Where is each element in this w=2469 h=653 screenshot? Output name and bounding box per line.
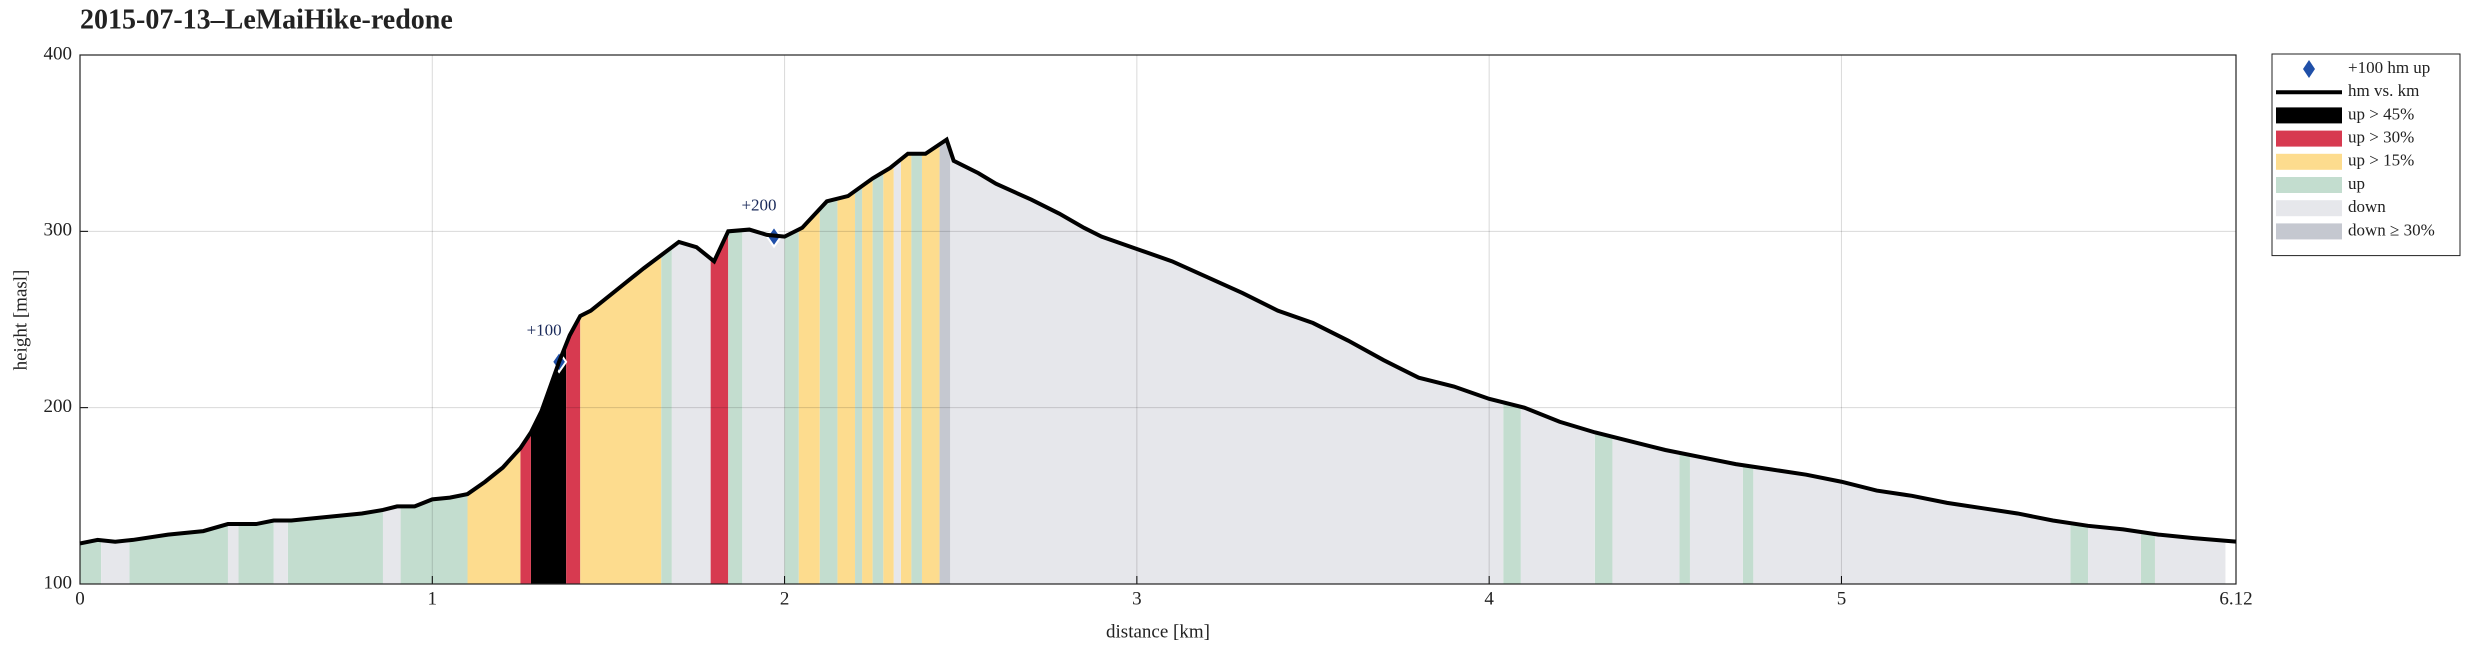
band-segment	[911, 153, 922, 584]
legend-label: up	[2348, 174, 2365, 193]
x-tick-label: 1	[428, 588, 438, 609]
grid: 0 1 2 3 4 5 6.12 100 200 300 400	[44, 43, 2253, 609]
legend: +100 hm up hm vs. km up > 45% up > 30% up > …	[2271, 53, 2461, 257]
band-segment	[893, 159, 901, 584]
profile-line	[79, 136, 2237, 546]
y-tick-label: 400	[44, 43, 73, 64]
band-segment	[939, 139, 951, 584]
band-segment	[129, 524, 228, 584]
x-tick-label: 6.12	[2219, 588, 2252, 609]
legend-swatch	[2276, 107, 2342, 124]
band-segment	[2140, 531, 2155, 584]
band-segment	[382, 506, 401, 584]
band-segment	[2154, 534, 2226, 584]
band-segment	[287, 509, 383, 584]
x-tick-label: 3	[1132, 588, 1142, 609]
legend-swatch	[2276, 153, 2342, 170]
band-segment	[2088, 525, 2141, 584]
band-segment	[671, 241, 711, 584]
band-segment	[1679, 452, 1690, 584]
legend-swatch	[2303, 60, 2315, 78]
band-segment	[1612, 436, 1680, 584]
band-segment	[400, 494, 468, 584]
legend-swatch	[2276, 177, 2342, 193]
plot-frame	[79, 54, 2237, 585]
band-segment	[837, 191, 856, 584]
marker-label: +100	[527, 321, 562, 340]
x-tick-label: 2	[780, 588, 790, 609]
band-segment	[80, 539, 102, 584]
y-tick-label: 300	[44, 220, 73, 241]
legend-label: up > 30%	[2348, 128, 2414, 147]
band-segment	[1503, 402, 1521, 584]
band-segment	[728, 230, 743, 584]
y-axis-label: height [masl]	[10, 270, 31, 371]
band-segment	[520, 432, 531, 584]
legend-label: up > 15%	[2348, 151, 2414, 170]
band-segment	[238, 520, 274, 584]
band-segment	[530, 344, 567, 584]
legend-label: hm vs. km	[2348, 81, 2419, 100]
band-segment	[101, 540, 130, 584]
band-segment	[900, 153, 912, 584]
legend-label: +100 hm up	[2348, 58, 2430, 77]
bands	[80, 139, 2226, 585]
band-segment	[661, 247, 672, 584]
band-segment	[1753, 466, 2071, 584]
band-segment	[1594, 432, 1613, 584]
band-segment	[883, 165, 894, 585]
legend-label: up > 45%	[2348, 104, 2414, 123]
legend-label: down ≥ 30%	[2348, 220, 2435, 239]
band-segment	[566, 315, 581, 584]
legend-swatch	[2276, 130, 2342, 147]
marker-label: +200	[741, 196, 776, 215]
band-segment	[227, 524, 239, 584]
x-axis-label: distance [km]	[1106, 621, 1210, 642]
band-segment	[855, 185, 863, 584]
band-segment	[798, 208, 820, 584]
band-segment	[580, 255, 662, 584]
band-segment	[1742, 465, 1754, 584]
band-segment	[273, 520, 288, 584]
band-segment	[1689, 454, 1743, 584]
band-segment	[710, 231, 729, 585]
band-segment	[862, 178, 873, 584]
y-tick-label: 100	[44, 572, 73, 593]
y-tick-label: 200	[44, 396, 73, 417]
band-segment	[742, 229, 785, 584]
band-segment	[784, 229, 799, 584]
band-segment	[872, 172, 884, 584]
x-tick-label: 5	[1837, 588, 1847, 609]
legend-label: down	[2348, 197, 2386, 216]
band-segment	[819, 198, 838, 584]
chart-title: 2015-07-13–LeMaiHike-redone	[80, 4, 453, 35]
band-segment	[921, 144, 940, 584]
legend-swatch	[2276, 200, 2342, 217]
x-tick-label: 4	[1484, 588, 1494, 609]
band-segment	[1520, 406, 1595, 584]
x-tick-label: 0	[75, 588, 85, 609]
foreground: +100 +200	[79, 136, 2237, 546]
band-segment	[2070, 523, 2089, 584]
legend-swatch	[2276, 223, 2342, 240]
band-segment	[467, 448, 521, 584]
band-segment	[950, 150, 1504, 584]
